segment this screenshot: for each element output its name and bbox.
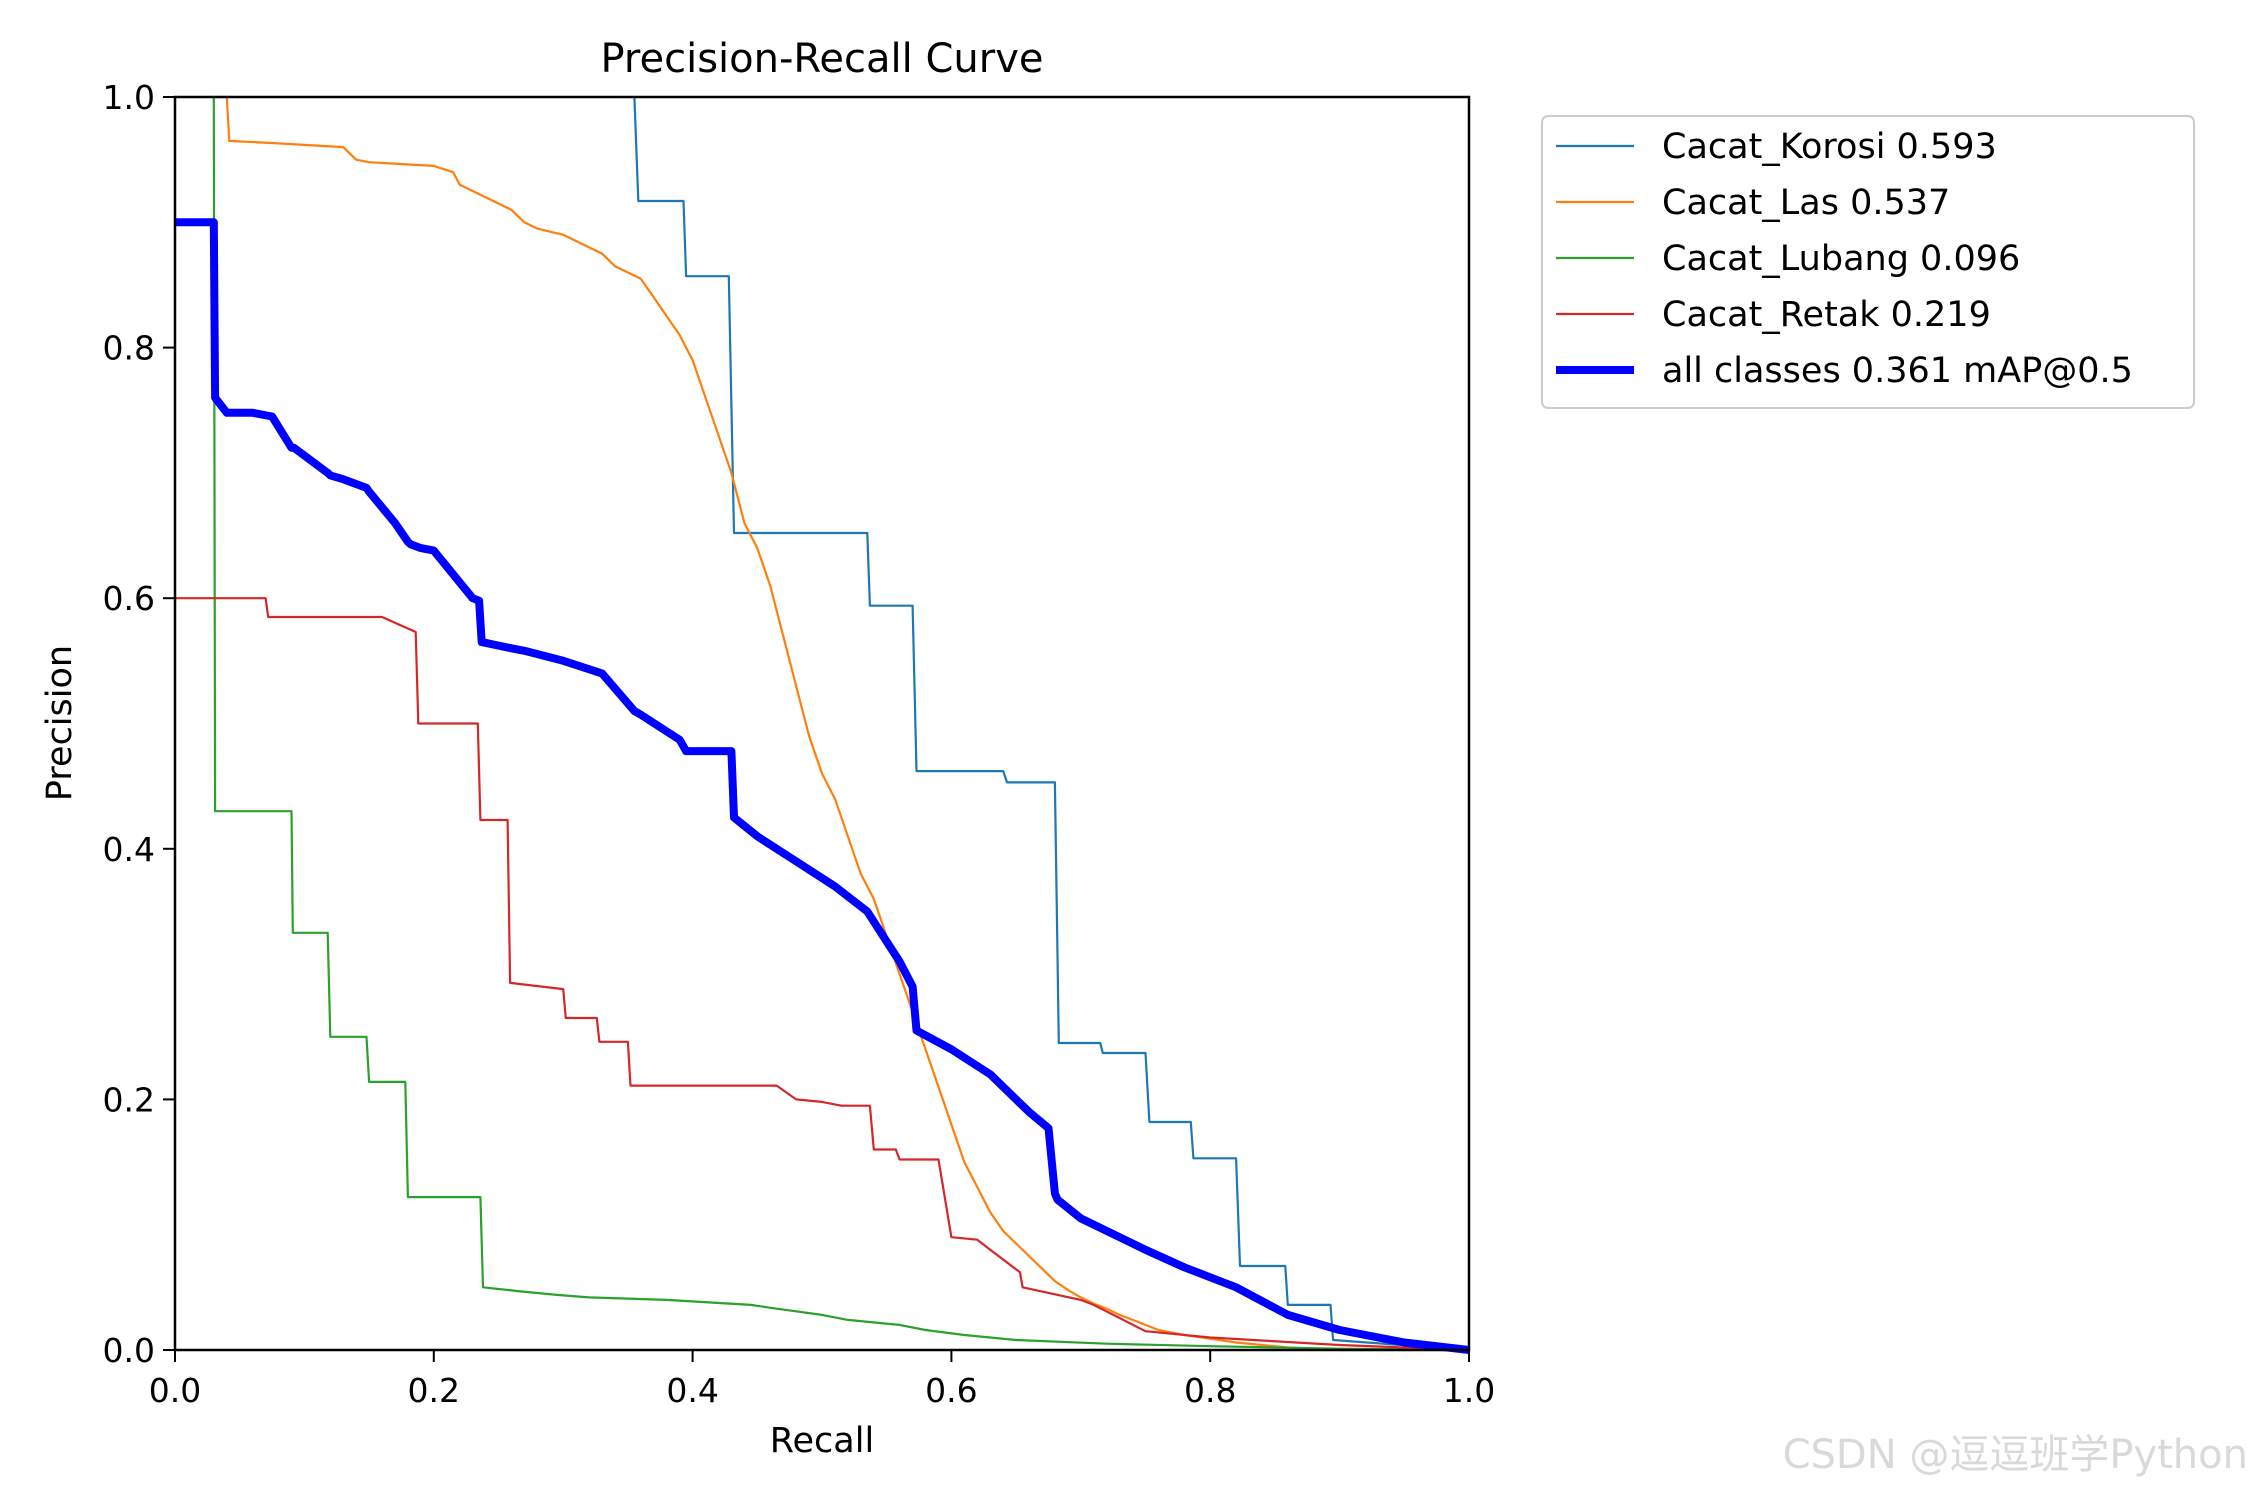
y-axis-ticks: 0.0 0.2 0.4 0.6 0.8 1.0	[103, 78, 175, 1370]
legend-frame	[1541, 115, 2195, 409]
y-axis-label: Precision	[40, 645, 80, 801]
y-tick-label: 0.8	[103, 329, 155, 368]
legend-label: all classes 0.361 mAP@0.5	[1662, 351, 2133, 391]
x-tick-label: 0.0	[149, 1371, 201, 1410]
plot-frame	[173, 95, 1471, 1352]
x-axis-ticks: 0.0 0.2 0.4 0.6 0.8 1.0	[149, 1350, 1495, 1410]
plot-area	[175, 95, 1470, 1354]
x-tick-label: 1.0	[1443, 1371, 1495, 1410]
series-line-1	[213, 95, 1469, 1352]
legend: Cacat_Korosi 0.593 Cacat_Las 0.537 Cacat_L…	[1541, 115, 2195, 409]
x-tick-label: 0.8	[1184, 1371, 1236, 1410]
series-line-4	[175, 218, 1470, 1354]
series-line-3	[175, 597, 1470, 1352]
series-line-2	[212, 96, 1470, 1352]
legend-label: Cacat_Lubang 0.096	[1662, 239, 2020, 279]
legend-label: Cacat_Las 0.537	[1662, 183, 1950, 223]
series-line-0	[633, 96, 1470, 1352]
x-axis-label: Recall	[770, 1421, 874, 1461]
y-tick-label: 1.0	[103, 78, 155, 117]
y-tick-label: 0.6	[103, 579, 155, 618]
chart-title: Precision-Recall Curve	[601, 36, 1044, 82]
legend-label: Cacat_Korosi 0.593	[1662, 127, 1997, 167]
x-tick-label: 0.6	[925, 1371, 977, 1410]
x-tick-label: 0.2	[408, 1371, 460, 1410]
y-tick-label: 0.4	[103, 830, 155, 869]
watermark-text: CSDN @逗逗班学Python	[1782, 1432, 2248, 1478]
y-tick-label: 0.2	[103, 1080, 155, 1119]
legend-label: Cacat_Retak 0.219	[1662, 295, 1991, 335]
x-tick-label: 0.4	[666, 1371, 718, 1410]
y-tick-label: 0.0	[103, 1331, 155, 1370]
